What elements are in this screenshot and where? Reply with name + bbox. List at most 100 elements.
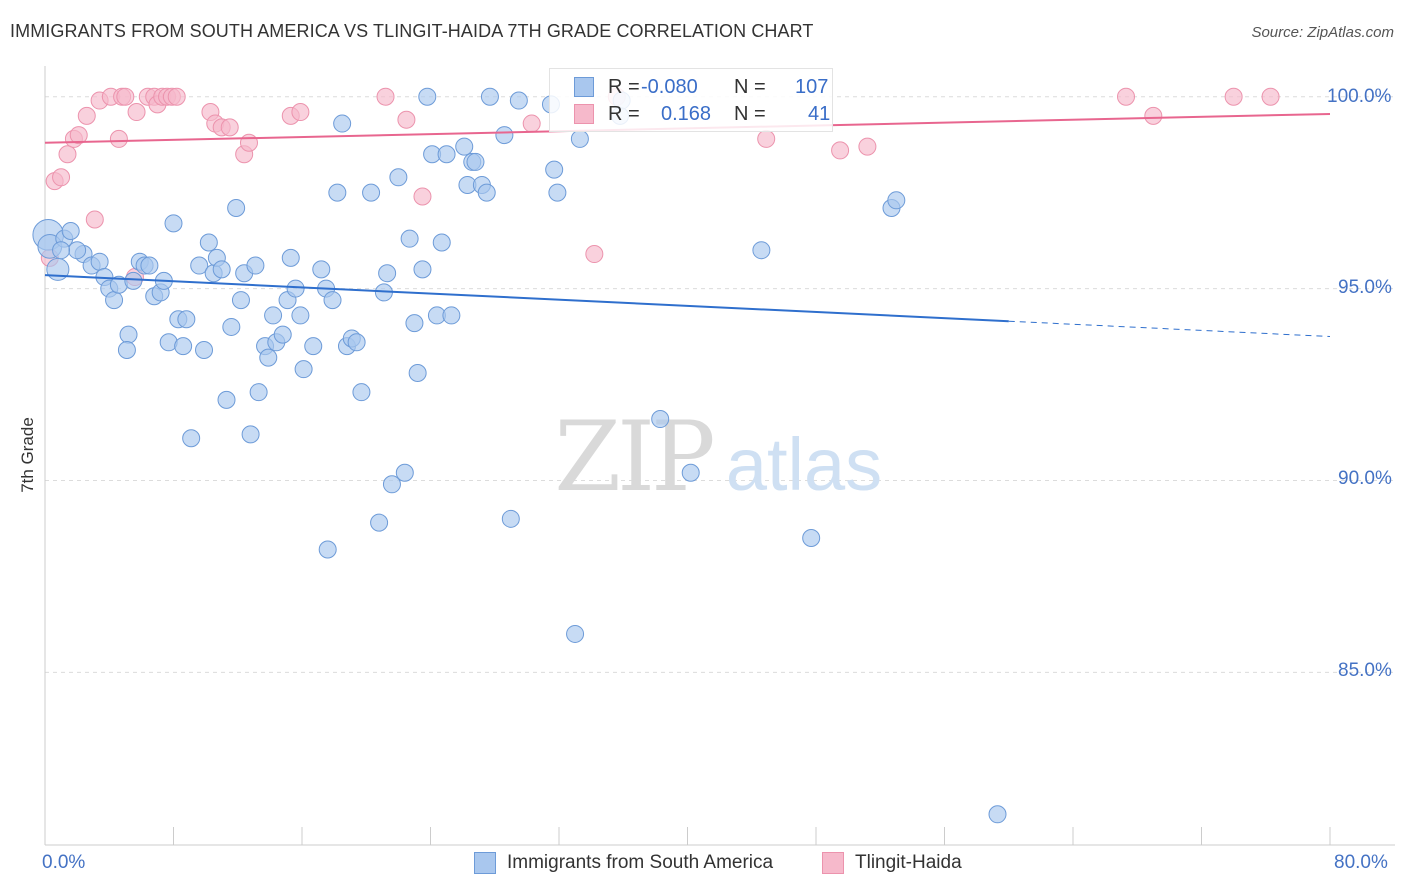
point-series1-8 <box>90 252 109 271</box>
watermark-zip: ZIP <box>554 401 713 513</box>
point-series1-15 <box>124 271 143 290</box>
point-series2-30 <box>376 87 395 106</box>
point-series1-58 <box>333 114 352 133</box>
point-series1-73 <box>413 260 432 279</box>
point-series2-41 <box>1224 87 1243 106</box>
point-series1-89 <box>509 91 528 110</box>
point-series2-5 <box>69 126 88 145</box>
point-series1-40 <box>246 256 265 275</box>
point-series1-11 <box>105 291 124 310</box>
point-series1-70 <box>400 229 419 248</box>
point-series1-18 <box>140 256 159 275</box>
point-series1-35 <box>222 317 241 336</box>
point-series1-28 <box>190 256 209 275</box>
point-series1-94 <box>570 129 589 148</box>
y-tick-label-90: 90.0% <box>1338 468 1392 489</box>
point-series2-10 <box>109 129 128 148</box>
point-series1-80 <box>455 137 474 156</box>
point-series1-14 <box>117 340 136 359</box>
point-series2-31 <box>397 110 416 129</box>
x-tick-label-min: 0.0% <box>42 852 86 873</box>
point-series1-36 <box>227 198 246 217</box>
point-series1-27 <box>182 429 201 448</box>
point-series1-30 <box>199 233 218 252</box>
series2-swatch <box>574 104 594 124</box>
point-series1-91 <box>545 160 564 179</box>
point-series1-68 <box>389 168 408 187</box>
point-series2-25 <box>220 118 239 137</box>
series1-swatch <box>574 77 594 97</box>
y-axis-label: 7th Grade <box>18 417 37 493</box>
point-series2-33 <box>522 114 541 133</box>
point-series1-92 <box>548 183 567 202</box>
r-value-series1: -0.080 <box>641 75 698 98</box>
n-value-series1: 107 <box>795 75 829 98</box>
y-tick-label-100: 100.0% <box>1327 86 1392 107</box>
point-series2-27 <box>239 133 258 152</box>
stats-legend: R = -0.080 N = 107 R = 0.168 N = 41 <box>549 68 833 132</box>
point-series1-78 <box>437 145 456 164</box>
point-series1-103 <box>988 805 1007 824</box>
point-series1-83 <box>466 152 485 171</box>
point-series1-23 <box>164 214 183 233</box>
point-series1-46 <box>273 325 292 344</box>
point-series1-93 <box>566 624 585 643</box>
point-series1-61 <box>347 333 366 352</box>
chart-title: IMMIGRANTS FROM SOUTH AMERICA VS TLINGIT… <box>10 21 814 41</box>
point-series1-79 <box>442 306 461 325</box>
point-series1-86 <box>480 87 499 106</box>
point-series1-4 <box>61 222 80 241</box>
point-series1-25 <box>174 337 193 356</box>
point-series1-56 <box>318 540 337 559</box>
point-series2-14 <box>127 103 146 122</box>
point-series1-13 <box>119 325 138 344</box>
point-series1-74 <box>418 87 437 106</box>
trendline-series1 <box>44 274 1009 323</box>
point-series2-6 <box>77 106 96 125</box>
point-series1-26 <box>177 310 196 329</box>
legend-item-series1[interactable]: Immigrants from South America <box>474 852 773 874</box>
point-series1-97 <box>651 410 670 429</box>
point-series2-12 <box>116 87 135 106</box>
point-series1-55 <box>323 291 342 310</box>
n-label-series1: N = <box>734 75 766 98</box>
r-label-series2: R = <box>608 102 640 125</box>
point-series1-50 <box>291 306 310 325</box>
point-series1-62 <box>352 383 371 402</box>
point-series2-3 <box>58 145 77 164</box>
point-series1-72 <box>408 363 427 382</box>
legend-label-series1: Immigrants from South America <box>507 852 774 873</box>
watermark-atlas: atlas <box>726 423 882 506</box>
point-series2-40 <box>1144 106 1163 125</box>
point-series1-64 <box>370 513 389 532</box>
legend-item-series2[interactable]: Tlingit-Haida <box>822 852 962 874</box>
legend-label-series2: Tlingit-Haida <box>855 852 962 873</box>
point-series1-69 <box>395 463 414 482</box>
point-series1-63 <box>362 183 381 202</box>
point-series1-98 <box>681 463 700 482</box>
point-series1-51 <box>294 360 313 379</box>
point-series1-49 <box>286 279 305 298</box>
point-series2-42 <box>1261 87 1280 106</box>
point-series2-21 <box>167 87 186 106</box>
r-value-series2: 0.168 <box>661 102 712 125</box>
point-series2-37 <box>831 141 850 160</box>
point-series1-53 <box>312 260 331 279</box>
y-tick-label-95: 95.0% <box>1338 277 1392 298</box>
point-series1-87 <box>495 126 514 145</box>
point-series1-39 <box>241 425 260 444</box>
point-series1-57 <box>328 183 347 202</box>
legend-swatch-series2 <box>822 852 844 874</box>
point-series2-34 <box>585 245 604 264</box>
n-value-series2: 41 <box>808 102 831 125</box>
point-series1-67 <box>382 475 401 494</box>
point-series2-38 <box>858 137 877 156</box>
point-series2-2 <box>52 168 71 187</box>
point-series1-102 <box>887 191 906 210</box>
point-series1-77 <box>432 233 451 252</box>
r-label-series1: R = <box>608 75 640 98</box>
point-series2-32 <box>413 187 432 206</box>
series-legend: Immigrants from South America Tlingit-Ha… <box>0 852 1406 878</box>
point-series1-52 <box>304 337 323 356</box>
